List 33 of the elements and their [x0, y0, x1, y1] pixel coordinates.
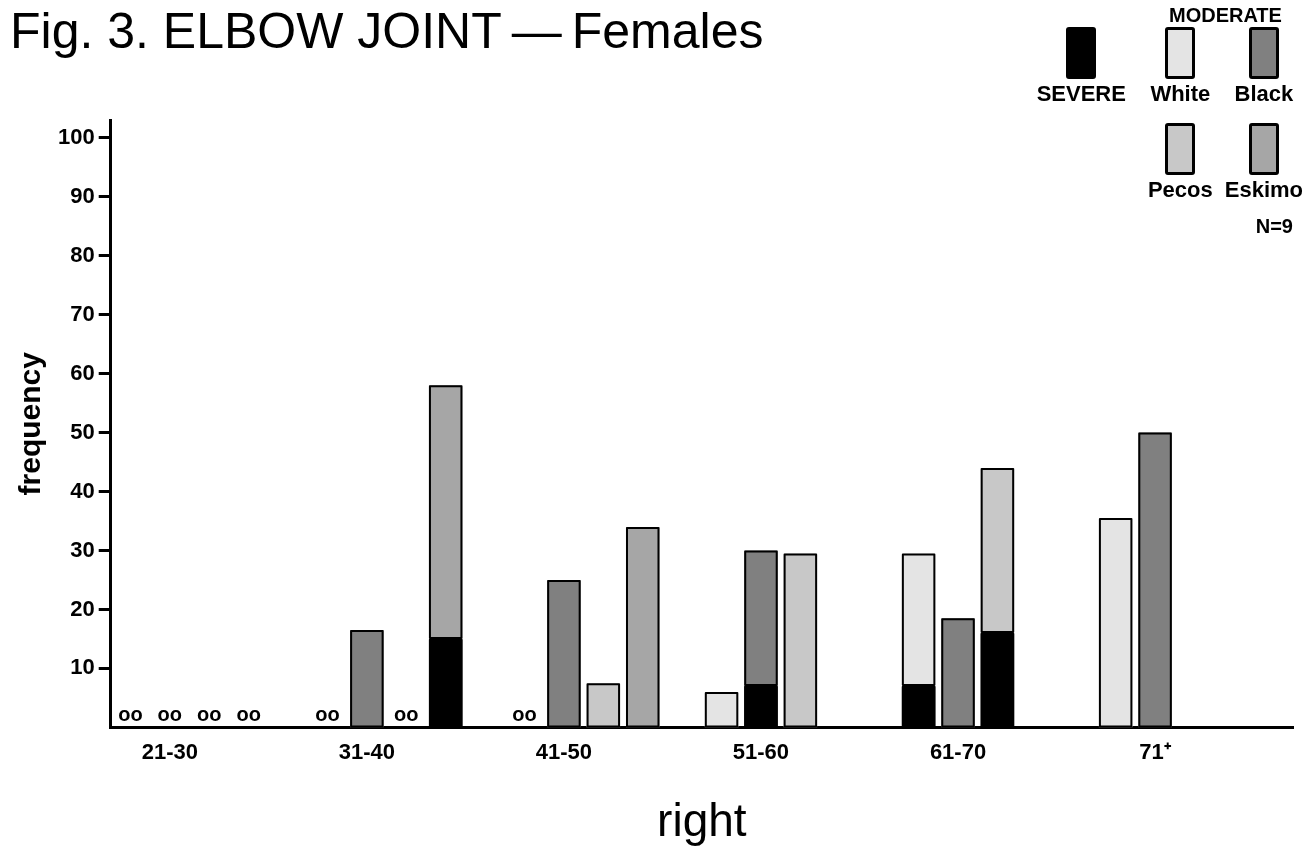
x-tick-label: 41-50	[535, 738, 593, 764]
y-tick-label: 10	[70, 654, 95, 680]
legend-label: Eskimo	[1224, 177, 1303, 203]
x-axis-title: right	[657, 794, 747, 847]
y-tick-label: 20	[70, 595, 95, 621]
x-tick-label: 51-60	[732, 738, 790, 764]
y-axis-title: frequency	[13, 351, 47, 496]
y-tick-label: 30	[70, 536, 95, 562]
data-label: oo	[157, 702, 183, 725]
x-tick-label: 31-40	[338, 738, 396, 764]
data-label: oo	[197, 702, 222, 725]
legend-label: SEVERE	[1036, 81, 1126, 107]
legend-title: MODERATE	[1168, 4, 1282, 26]
x-tick-label: 61-70	[929, 738, 987, 764]
data-label: oo	[118, 702, 143, 725]
y-tick-label: 100	[57, 123, 95, 149]
y-tick-label: 60	[70, 359, 95, 385]
legend-label: Black	[1234, 81, 1294, 107]
data-label: oo	[394, 702, 419, 725]
y-tick-label: 70	[70, 300, 95, 326]
y-tick-label: 80	[70, 241, 95, 267]
y-tick-label: 90	[70, 182, 95, 208]
chart-title: Fig. 3. ELBOW JOINT — Females	[10, 2, 764, 60]
y-tick-label: 40	[70, 477, 95, 503]
legend-label: Pecos	[1147, 177, 1213, 203]
data-label: oo	[315, 702, 340, 725]
annotation: N=9	[1255, 215, 1293, 238]
y-tick-label: 50	[70, 418, 95, 444]
data-label: oo	[236, 702, 261, 725]
x-tick-label: 21-30	[141, 738, 198, 764]
x-tick-label: 71⁺	[1139, 738, 1172, 764]
data-label: oo	[512, 702, 537, 725]
legend-label: White	[1150, 81, 1211, 107]
